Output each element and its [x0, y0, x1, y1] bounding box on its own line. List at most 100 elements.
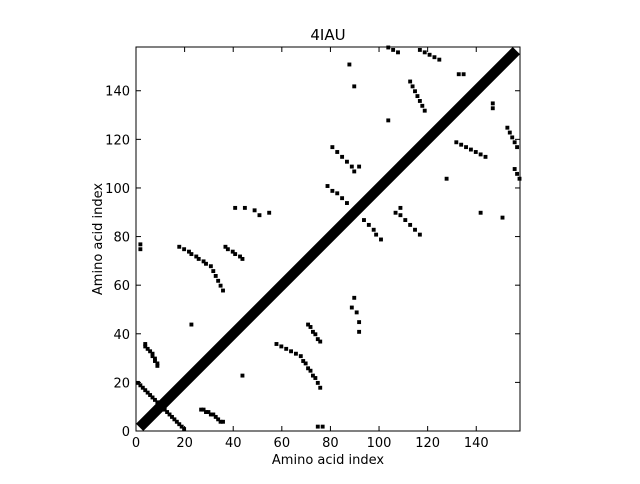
- contact-mirror: [242, 205, 247, 210]
- contact-mirror: [153, 359, 157, 363]
- contact: [490, 101, 495, 106]
- contact-mirror: [233, 252, 238, 257]
- contact: [279, 344, 284, 349]
- contact-mirror: [145, 346, 150, 351]
- contact-mirror: [357, 164, 362, 169]
- contact: [274, 342, 279, 346]
- contact: [379, 237, 383, 242]
- x-tick-label: 20: [176, 436, 193, 451]
- contact-mirror: [230, 249, 235, 254]
- contact: [174, 419, 179, 424]
- contact-mirror: [148, 349, 153, 354]
- contact: [298, 354, 303, 359]
- contact-mirror: [223, 244, 228, 249]
- contact-mirror: [240, 256, 245, 261]
- contact: [318, 385, 323, 390]
- contact: [515, 171, 520, 176]
- contact: [310, 329, 315, 334]
- contact: [413, 227, 417, 232]
- y-tick-label: 100: [105, 182, 130, 197]
- contact-mirror: [422, 50, 427, 55]
- x-tick-label: 0: [132, 436, 140, 451]
- contact: [408, 222, 413, 227]
- contact: [172, 417, 177, 422]
- contact-mirror: [196, 256, 201, 261]
- contact-mirror: [155, 363, 160, 368]
- contact-mirror: [422, 108, 427, 113]
- contact: [213, 414, 218, 419]
- contact: [206, 410, 211, 414]
- contact: [221, 419, 225, 424]
- contact: [201, 407, 206, 412]
- contact: [218, 419, 223, 424]
- contact: [505, 125, 510, 130]
- contact: [179, 424, 184, 429]
- contact-mirror: [408, 79, 413, 84]
- contact: [293, 351, 298, 356]
- contact: [478, 210, 483, 215]
- contact-mirror: [138, 383, 143, 388]
- contact-mirror: [201, 259, 206, 264]
- contact: [515, 145, 520, 150]
- contact-mirror: [386, 118, 391, 123]
- contact-mirror: [345, 201, 349, 205]
- contact: [306, 322, 311, 327]
- contact-mirror: [456, 72, 461, 77]
- contact-mirror: [330, 188, 335, 193]
- contact-mirror: [396, 50, 400, 55]
- contact: [464, 145, 468, 150]
- contact-mirror: [349, 164, 354, 169]
- contact-mirror: [335, 150, 340, 154]
- y-tick-label: 140: [105, 85, 130, 100]
- diagonal-band: [136, 47, 520, 431]
- contact-mirror: [437, 57, 442, 62]
- contact: [490, 106, 495, 111]
- contact: [199, 407, 204, 412]
- contact-mirror: [143, 342, 148, 346]
- contact: [308, 325, 313, 329]
- contact-mirror: [420, 103, 425, 108]
- axes-frame: [135, 46, 521, 432]
- contact-mirror: [345, 159, 349, 164]
- contact-mirror: [150, 351, 155, 356]
- contact-mirror: [347, 62, 352, 67]
- contact-mirror: [194, 254, 199, 259]
- contact-mirror: [432, 55, 437, 60]
- contact-mirror: [340, 154, 345, 159]
- contact-mirror: [391, 47, 396, 52]
- contact-mirror: [325, 184, 330, 188]
- contact: [483, 154, 488, 159]
- contact: [303, 361, 308, 366]
- contact: [177, 422, 182, 427]
- contact-mirror: [150, 395, 155, 400]
- y-tick-label: 20: [113, 376, 130, 391]
- x-tick-label: 140: [464, 436, 489, 451]
- contact: [289, 349, 294, 354]
- contact-mirror: [189, 252, 194, 257]
- contact-mirror: [461, 72, 466, 77]
- contact-mirror: [417, 99, 422, 103]
- contact: [512, 167, 517, 171]
- contact: [473, 150, 478, 154]
- y-tick-label: 0: [122, 425, 130, 440]
- contact: [284, 346, 289, 351]
- contact: [170, 414, 174, 419]
- contact: [354, 310, 359, 315]
- y-tick-label: 60: [113, 279, 130, 294]
- contact-mirror: [138, 247, 143, 252]
- contact: [403, 218, 408, 222]
- y-tick-label: 120: [105, 133, 130, 148]
- contact-mirror: [335, 191, 340, 196]
- contact: [301, 359, 306, 363]
- contact-mirror: [155, 400, 160, 405]
- contact-mirror: [143, 344, 148, 349]
- contact-mirror: [143, 388, 148, 393]
- contact-mirror: [427, 52, 432, 57]
- x-tick-label: 100: [367, 436, 392, 451]
- contact: [216, 417, 221, 422]
- contact-mirror: [233, 205, 238, 210]
- contact: [500, 215, 505, 220]
- x-tick-label: 60: [274, 436, 291, 451]
- contact-mirror: [225, 247, 230, 252]
- contact: [507, 130, 512, 135]
